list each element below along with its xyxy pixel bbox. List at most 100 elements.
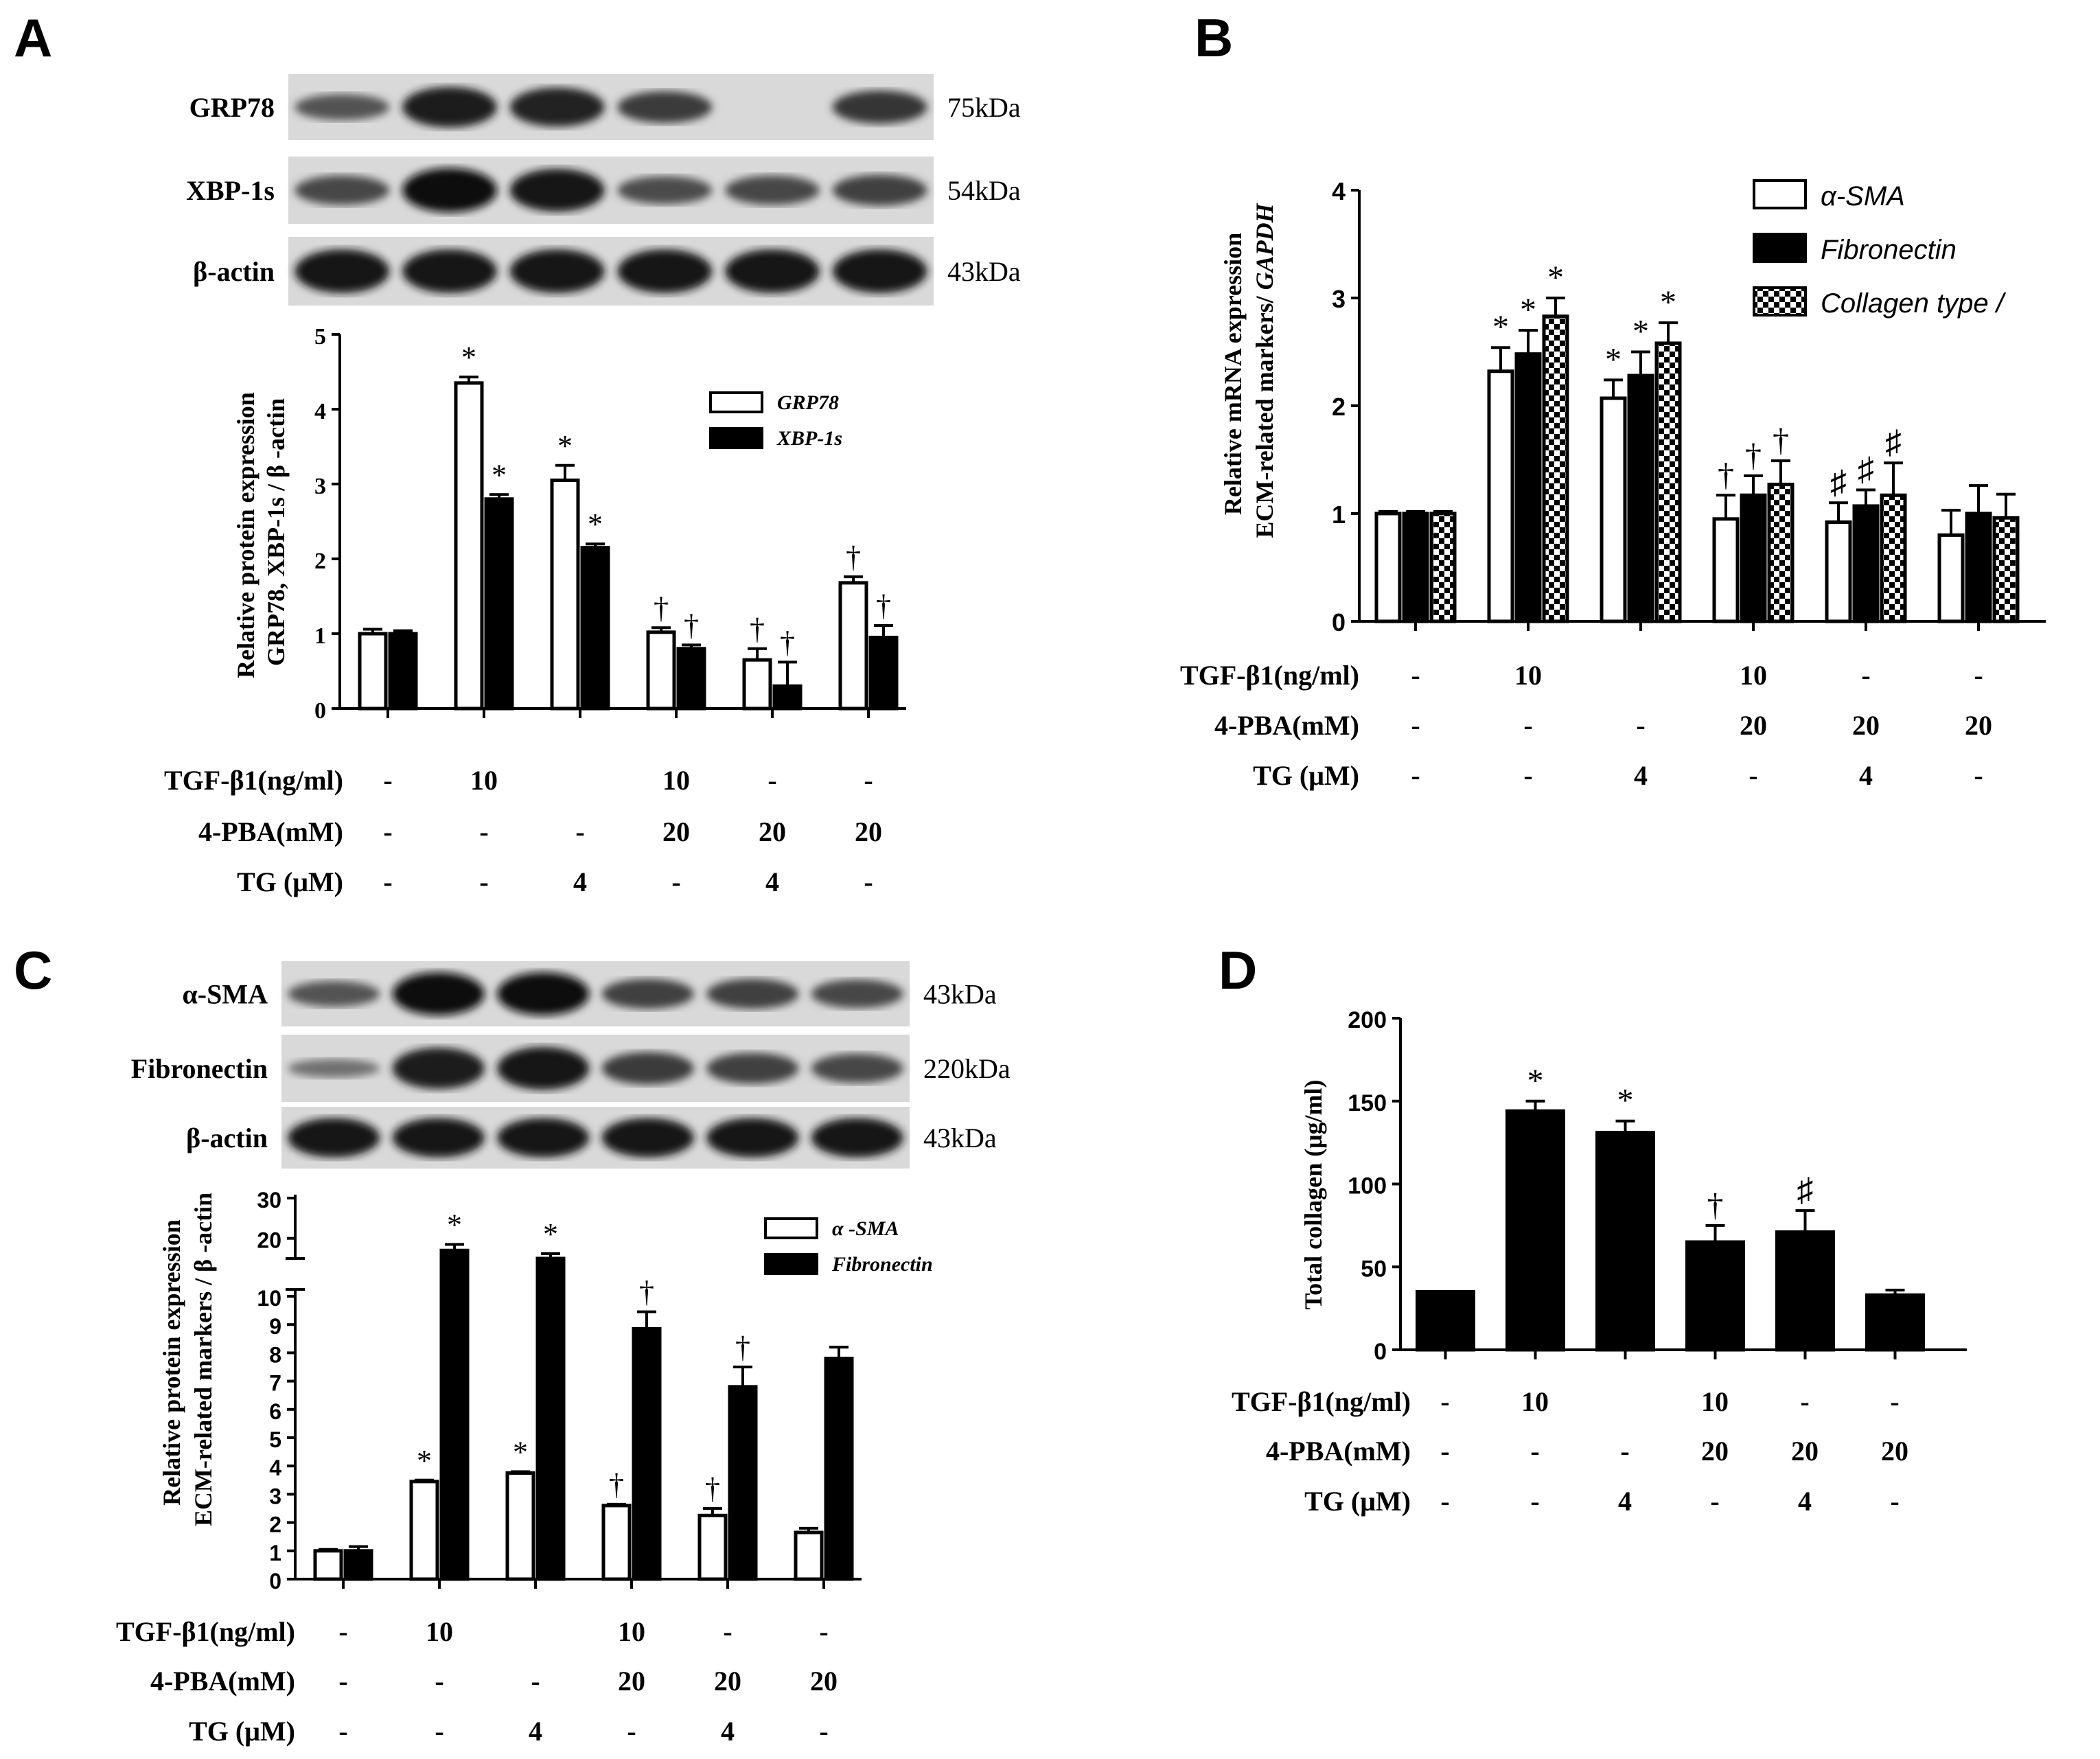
- bar: [388, 632, 418, 711]
- blot-band: [288, 1118, 380, 1158]
- significance-mark: †: [1707, 1187, 1724, 1223]
- bar: [772, 684, 803, 711]
- legend-swatch: [764, 1217, 818, 1239]
- blot-background: [288, 74, 934, 140]
- bar: [1654, 341, 1682, 623]
- y-tick-label: 6: [269, 1399, 281, 1424]
- condition-value: 10: [1521, 1386, 1549, 1417]
- y-tick-label: 3: [1332, 285, 1346, 313]
- blot-band: [832, 249, 927, 293]
- bar: [1627, 373, 1654, 623]
- legend-swatch: [1753, 233, 1807, 263]
- significance-mark: *: [557, 429, 573, 463]
- legend-label: Collagen type /: [1821, 288, 2007, 319]
- condition-row-label: TG (μM): [1304, 1486, 1411, 1517]
- condition-value: 4: [529, 1716, 542, 1747]
- blot-band: [402, 168, 497, 213]
- significance-mark: †: [684, 608, 699, 642]
- blot-band: [402, 87, 497, 128]
- condition-value: -: [1710, 1486, 1719, 1517]
- blot-band: [811, 979, 903, 1009]
- condition-value: -: [1440, 1436, 1449, 1467]
- condition-row-label: TGF-β1(ng/ml): [1232, 1386, 1411, 1417]
- blot-band: [392, 1047, 485, 1090]
- blot-strip: [288, 157, 934, 224]
- blot-band: [392, 1118, 485, 1158]
- significance-mark: ♯: [1797, 1172, 1814, 1208]
- condition-value: -: [435, 1716, 443, 1747]
- y-tick-label: 4: [269, 1456, 281, 1480]
- panel-label-d: D: [1219, 940, 1257, 1000]
- bar: [676, 647, 706, 711]
- blot-protein-label: β-actin: [186, 1123, 268, 1153]
- blot-band: [295, 94, 390, 120]
- legend-swatch: [709, 427, 763, 449]
- significance-mark: *: [461, 341, 476, 374]
- condition-value: 20: [1740, 710, 1767, 741]
- y-tick-label: 3: [314, 474, 326, 499]
- blot-kda-label: 43kDa: [947, 256, 1021, 287]
- condition-value: -: [338, 1666, 347, 1697]
- bar: [632, 1326, 662, 1581]
- condition-value: -: [671, 866, 680, 897]
- bar: [1542, 314, 1569, 623]
- bar: [313, 1549, 343, 1581]
- condition-value: -: [383, 816, 392, 847]
- y-tick-label: 0: [314, 698, 326, 724]
- condition-value: 20: [1791, 1436, 1819, 1467]
- condition-row-label: TG (μM): [189, 1716, 295, 1747]
- condition-table-b: TGF-β1(ng/ml) - 10 10 - - 4-PBA(mM) - - - 20 20 20 TG…: [1180, 660, 1992, 791]
- significance-mark: †: [1718, 457, 1734, 493]
- condition-value: -: [819, 1616, 828, 1647]
- blot-kda-label: 54kDa: [947, 175, 1021, 206]
- condition-value: 10: [1740, 660, 1767, 691]
- blot-band: [392, 972, 485, 1015]
- bar: [824, 1357, 854, 1581]
- condition-value: -: [1530, 1486, 1539, 1517]
- blot-band: [288, 980, 380, 1007]
- blot-protein-label: GRP78: [189, 92, 275, 123]
- bar: [742, 658, 772, 711]
- y-tick-label: 10: [257, 1286, 281, 1311]
- western-blot-a: GRP78 75kDa XBP-1s 54kDa β-actin 43kDa: [186, 74, 1021, 306]
- condition-value: 4: [721, 1716, 735, 1747]
- significance-mark: †: [846, 540, 861, 574]
- condition-value: -: [479, 866, 488, 897]
- chart-b: 0 1 2 3 4 * * † ♯ * * † ♯ * * † ♯ α-SMA Fibronectin Collage…: [1332, 177, 2046, 636]
- y-tick-label: 9: [269, 1314, 281, 1339]
- ylabel-a: Relative protein expression GRP78, XBP-1…: [232, 386, 290, 678]
- legend-label: Fibronectin: [831, 1253, 933, 1276]
- ylabel-b: Relative mRNA expression ECM-related mar…: [1219, 203, 1278, 538]
- y-tick-label: 0: [269, 1569, 281, 1594]
- condition-value: 20: [759, 816, 786, 847]
- bar: [1852, 504, 1880, 623]
- bar: [794, 1530, 824, 1581]
- bar: [697, 1513, 728, 1581]
- condition-value: -: [819, 1716, 828, 1747]
- condition-row-label: TG (μM): [237, 866, 343, 897]
- condition-row-label: 4-PBA(mM): [150, 1666, 295, 1697]
- condition-value: -: [575, 816, 584, 847]
- condition-value: -: [1890, 1486, 1899, 1517]
- y-tick-label: 4: [1332, 177, 1346, 205]
- condition-value: -: [1440, 1486, 1449, 1517]
- condition-value: -: [768, 765, 776, 796]
- legend-swatch: [709, 391, 763, 413]
- significance-mark: †: [1773, 422, 1789, 459]
- bar: [1880, 493, 1907, 623]
- legend-swatch: [1753, 179, 1807, 209]
- condition-value: 4: [573, 866, 587, 897]
- blot-band: [295, 249, 390, 293]
- significance-mark: *: [417, 1444, 432, 1478]
- panel-label-a: A: [14, 8, 52, 68]
- condition-value: -: [864, 765, 873, 796]
- significance-mark: ♯: [1858, 451, 1874, 487]
- bar: [1595, 1131, 1655, 1352]
- legend-label: α-SMA: [1821, 181, 1905, 211]
- blot-band: [832, 174, 927, 206]
- blot-kda-label: 220kDa: [923, 1053, 1011, 1084]
- western-blot-c: α-SMA 43kDa Fibronectin 220kDa β-actin 43kDa: [131, 961, 1011, 1169]
- condition-value: 4: [1618, 1486, 1632, 1517]
- blot-band: [706, 1118, 799, 1158]
